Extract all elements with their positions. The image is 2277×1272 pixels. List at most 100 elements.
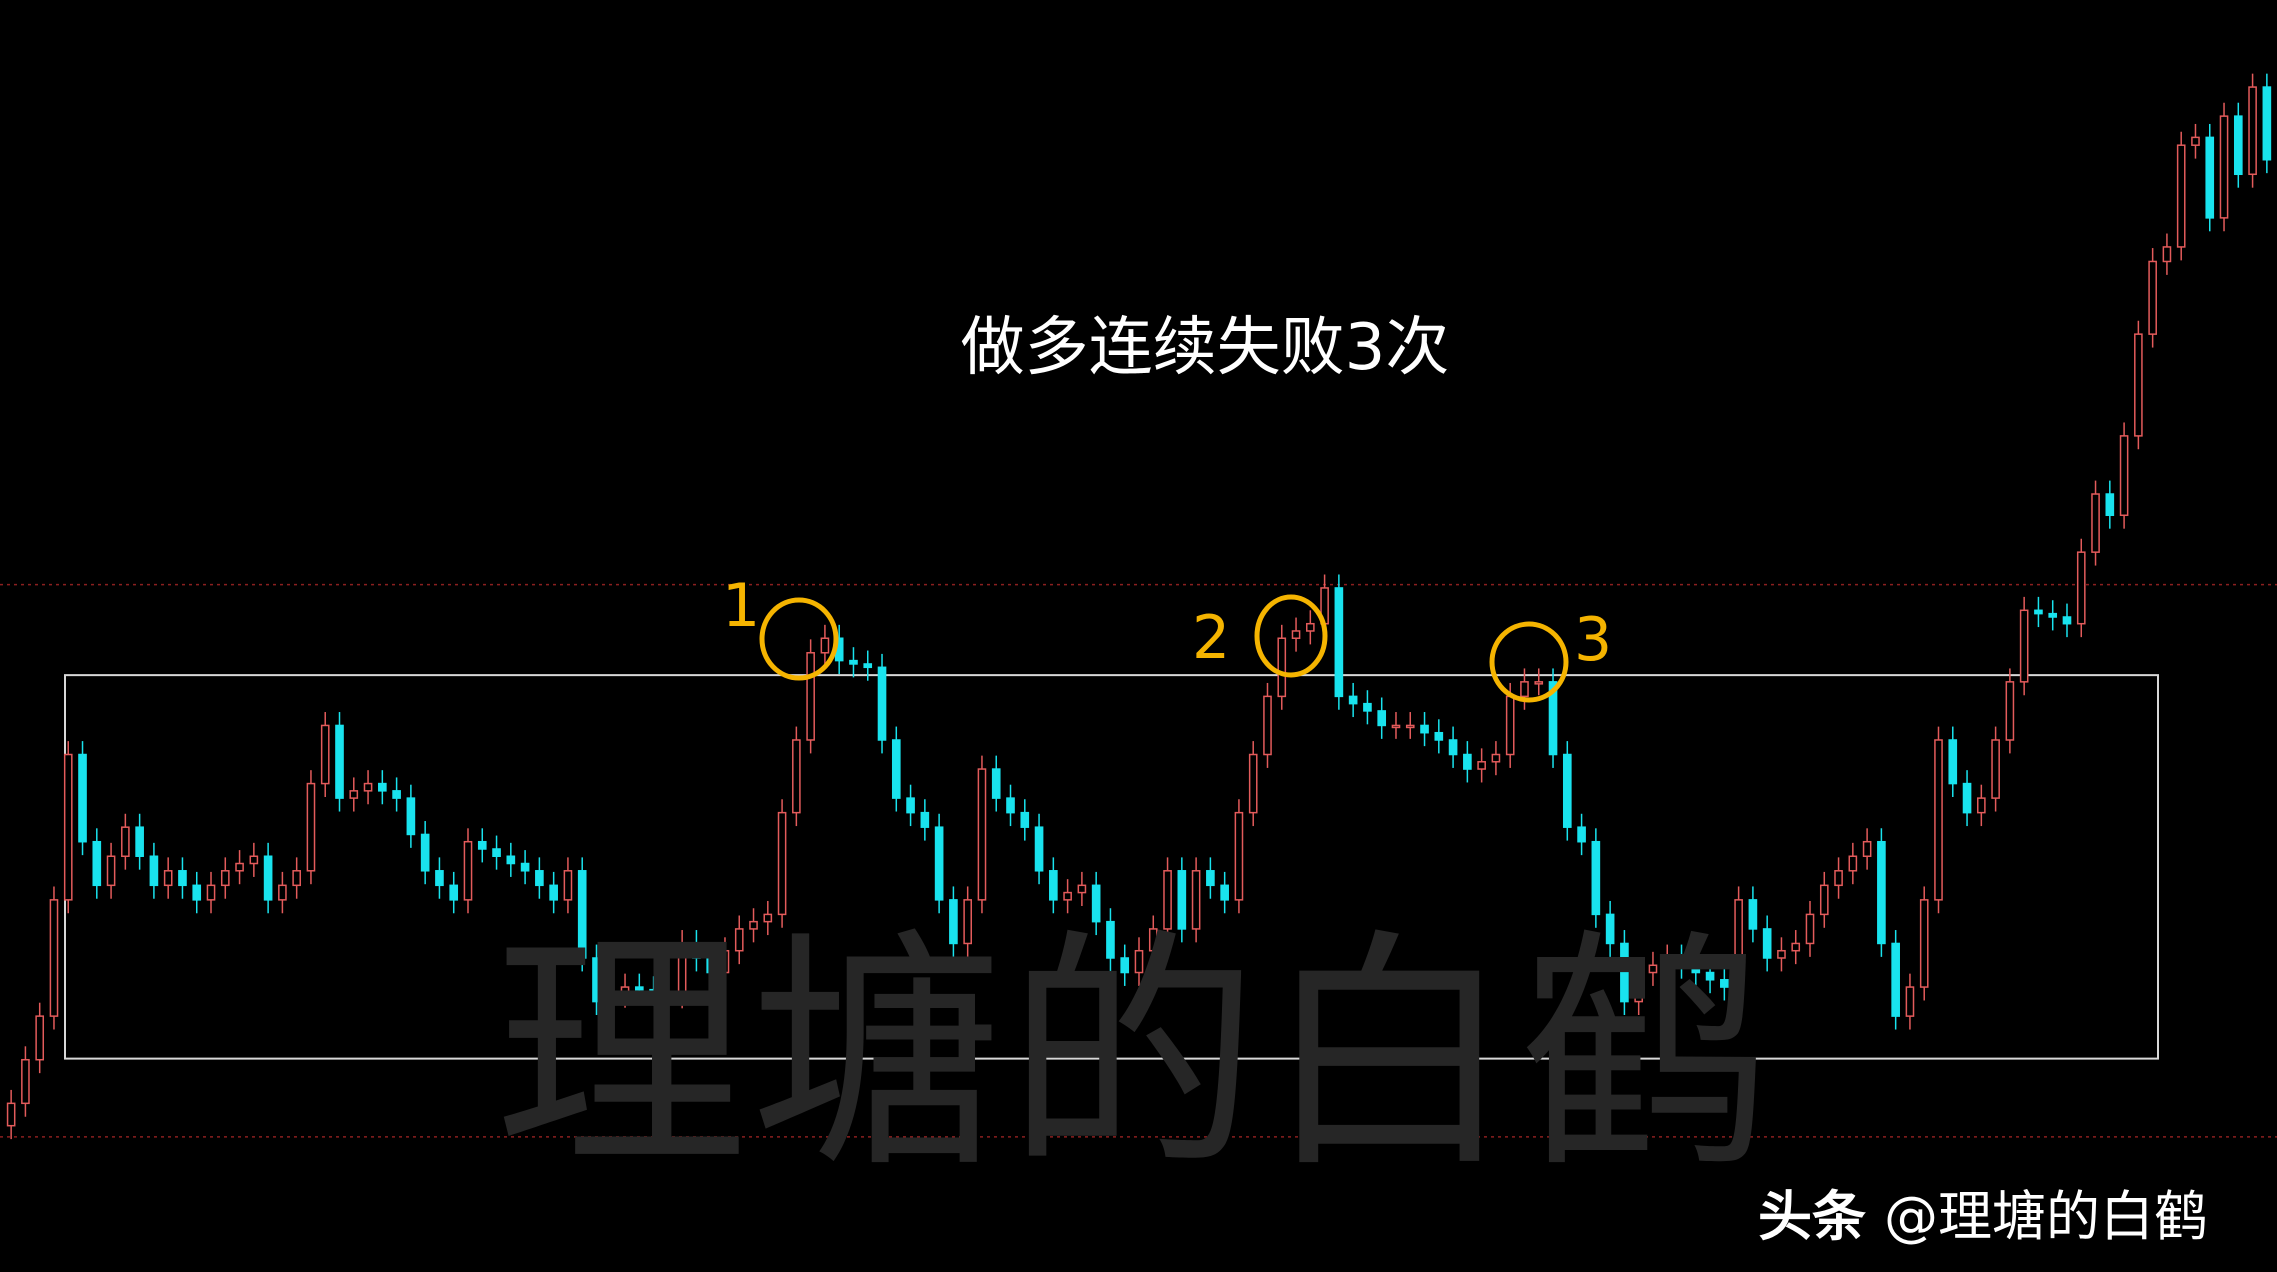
candle-body	[1891, 942, 1900, 1017]
candle	[1420, 712, 1429, 747]
candle-body	[1363, 702, 1372, 712]
candle-body	[506, 855, 516, 865]
candle	[320, 712, 330, 797]
candle	[677, 930, 687, 1009]
candle-body	[1620, 942, 1629, 1003]
candle-body	[92, 840, 102, 887]
candle-body	[292, 870, 301, 887]
candle-body	[2005, 681, 2015, 741]
candle-body	[178, 870, 187, 887]
candle	[63, 741, 73, 914]
candle	[1248, 741, 1258, 827]
candle-body	[1934, 739, 1943, 901]
candle	[1334, 574, 1344, 710]
candle-body	[1705, 971, 1715, 981]
candle	[706, 944, 716, 986]
candle-body	[2219, 115, 2229, 219]
candle-body	[920, 811, 930, 828]
candle-body	[1177, 870, 1187, 930]
candle-body	[1391, 724, 1401, 729]
candle	[1662, 944, 1672, 979]
candle	[1348, 682, 1358, 718]
candle-body	[1049, 870, 1058, 901]
candle-body	[1463, 753, 1472, 770]
candle-body	[849, 659, 858, 665]
candle-body	[1006, 797, 1015, 814]
candle	[35, 1002, 45, 1074]
candle	[2034, 596, 2043, 628]
candle-body	[1063, 891, 1072, 901]
candle	[934, 813, 944, 914]
candle-body	[1420, 724, 1429, 734]
candle	[1805, 900, 1815, 957]
candle	[663, 978, 673, 1009]
candle	[1006, 784, 1015, 827]
candle	[977, 755, 987, 914]
candle	[734, 915, 744, 965]
candle	[2076, 538, 2086, 638]
candle	[563, 857, 573, 914]
candle	[163, 857, 173, 899]
candle-body	[1348, 695, 1358, 705]
candle-body	[2034, 609, 2043, 615]
candle	[1977, 784, 1986, 827]
candle-body	[1277, 637, 1287, 698]
candle-body	[977, 768, 987, 901]
candle	[1491, 741, 1501, 776]
candle-body	[1805, 913, 1815, 945]
candle	[1620, 930, 1629, 1016]
candle-body	[1834, 870, 1843, 887]
candles	[6, 73, 2272, 1140]
candle	[520, 850, 530, 885]
candle	[392, 777, 401, 812]
candle-body	[663, 991, 673, 996]
candle-body	[1291, 630, 1301, 639]
candle-body	[435, 870, 444, 887]
candle	[1834, 857, 1843, 899]
candle	[1934, 726, 1943, 914]
candle-body	[1377, 710, 1387, 727]
candle-body	[1648, 964, 1658, 974]
candle-body	[1791, 942, 1801, 952]
candle	[891, 726, 901, 812]
candle	[806, 639, 815, 754]
credit: 头条 @理塘的白鹤	[1758, 1172, 2208, 1251]
candle-body	[2091, 493, 2100, 553]
candle-body	[235, 862, 244, 872]
candle-body	[877, 666, 887, 741]
candle	[1177, 857, 1187, 943]
candle	[149, 842, 159, 899]
candle-body	[1306, 622, 1315, 632]
candle-body	[620, 986, 630, 996]
candle-body	[1591, 840, 1601, 916]
candle	[1819, 871, 1829, 928]
candle	[249, 842, 259, 877]
candle	[1877, 828, 1886, 957]
candle-body	[634, 986, 644, 991]
candle-body	[535, 870, 544, 887]
candle	[21, 1046, 30, 1117]
candle	[2233, 102, 2243, 188]
candle-body	[206, 884, 216, 901]
candle	[406, 784, 416, 848]
candle	[620, 973, 630, 1008]
candle-body	[906, 797, 915, 814]
candle	[763, 900, 773, 936]
candle	[1777, 937, 1786, 972]
candle-body	[263, 855, 273, 901]
candle-body	[121, 826, 130, 858]
candle-body	[820, 637, 830, 654]
candle-body	[1991, 739, 2000, 799]
candle-body	[792, 739, 801, 814]
candle	[1263, 682, 1272, 768]
candle	[2105, 480, 2115, 529]
reference-lines	[0, 583, 2277, 1138]
candle	[1634, 959, 1644, 1016]
candle-body	[1091, 884, 1101, 923]
candle	[78, 741, 87, 856]
candle-body	[320, 724, 330, 785]
candle-body	[2019, 609, 2029, 683]
candle-body	[477, 840, 487, 850]
candle	[1120, 944, 1130, 986]
candle	[2134, 320, 2143, 450]
